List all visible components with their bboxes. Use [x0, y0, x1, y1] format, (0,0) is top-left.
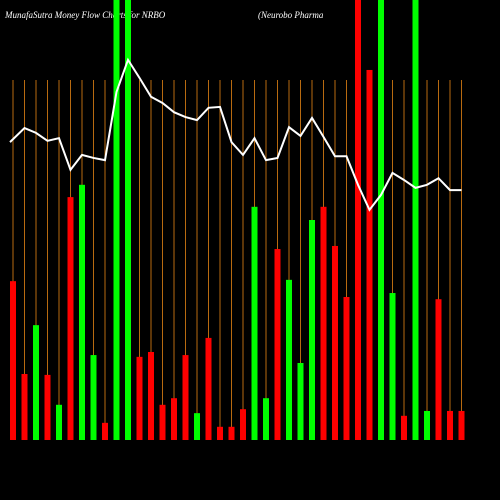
bar — [182, 355, 189, 440]
bar — [366, 69, 373, 441]
bar — [79, 184, 85, 440]
bar — [355, 0, 361, 440]
bar — [263, 398, 269, 440]
bar — [44, 374, 51, 440]
chart-title: MunafaSutra Money Flow Charts for NRBO — [4, 10, 166, 20]
bar — [10, 281, 16, 440]
bar — [171, 398, 177, 440]
bar — [194, 413, 200, 440]
bar — [113, 0, 120, 440]
bar — [148, 352, 154, 440]
bar — [90, 355, 97, 440]
bar — [389, 293, 396, 440]
bar — [286, 279, 292, 440]
bar — [412, 0, 419, 440]
bar — [56, 404, 62, 440]
bar — [159, 404, 166, 440]
mfi-line — [9, 57, 462, 212]
bar — [125, 0, 131, 440]
bar — [343, 297, 350, 440]
bar — [309, 220, 315, 440]
bar — [205, 337, 212, 440]
chart-subtitle: (Neurobo Pharma — [258, 10, 324, 20]
bar — [228, 426, 235, 440]
bar — [67, 197, 74, 440]
bar — [458, 410, 465, 440]
bar — [332, 245, 338, 440]
bar — [378, 0, 384, 440]
bar — [297, 363, 304, 440]
bar — [274, 249, 281, 440]
bar — [136, 356, 143, 440]
bar — [424, 410, 430, 440]
bar — [33, 325, 39, 440]
bar — [251, 206, 258, 440]
bar — [217, 426, 223, 440]
bar — [21, 374, 28, 440]
bar — [401, 415, 407, 440]
bar — [102, 422, 108, 440]
bar — [320, 206, 327, 440]
bar — [435, 299, 442, 440]
bar — [240, 409, 246, 440]
bar — [447, 410, 453, 440]
